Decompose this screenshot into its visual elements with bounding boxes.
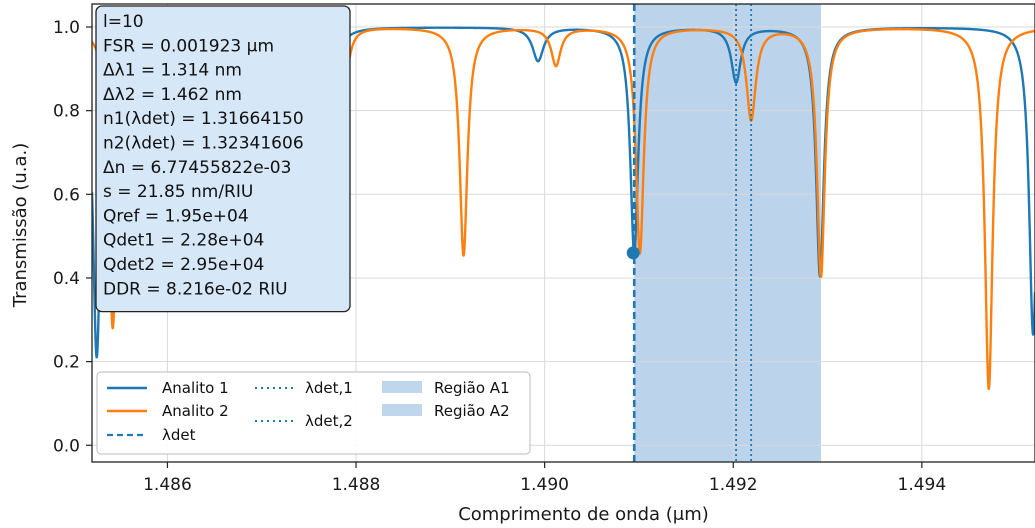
legend-label: λdet,1 <box>305 379 353 397</box>
y-tick-label: 0.8 <box>53 102 80 122</box>
x-tick-label: 1.490 <box>520 475 569 495</box>
info-line: DDR = 8.216e-02 RIU <box>103 279 288 299</box>
legend-swatch-regiao-a1 <box>382 381 422 393</box>
regions-layer <box>634 4 821 462</box>
region-2-band <box>634 4 821 462</box>
info-line: s = 21.85 nm/RIU <box>103 182 253 202</box>
info-line: Qref = 1.95e+04 <box>103 206 249 226</box>
info-line: Δn = 6.77455822e-03 <box>103 158 291 178</box>
legend-label: λdet,2 <box>305 412 353 430</box>
info-line: Δλ2 = 1.462 nm <box>103 85 242 105</box>
info-box-background <box>95 5 351 313</box>
info-line: n1(λdet) = 1.31664150 <box>103 109 304 129</box>
y-tick-label: 0.2 <box>53 353 80 373</box>
y-tick-label: 1.0 <box>53 18 80 38</box>
info-line: n2(λdet) = 1.32341606 <box>103 134 304 154</box>
lambda-det-point <box>626 246 640 260</box>
info-line: Qdet2 = 2.95e+04 <box>103 255 264 275</box>
x-tick-label: 1.488 <box>332 475 381 495</box>
legend-label: Região A2 <box>434 402 510 420</box>
ticks-layer: 1.486 1.488 1.490 1.492 1.494 0.0 0.2 0.4 0.6 0.8… <box>53 18 946 495</box>
info-line: Δλ1 = 1.314 nm <box>103 61 242 81</box>
legend-label: Região A1 <box>434 379 510 397</box>
y-tick-label: 0.0 <box>53 436 80 456</box>
legend-swatch-regiao-a2 <box>382 404 422 416</box>
x-axis-label: Comprimento de onda (μm) <box>458 504 709 525</box>
y-tick-label: 0.6 <box>53 185 80 205</box>
legend-label: Analito 2 <box>162 402 229 420</box>
y-tick-label: 0.4 <box>53 269 80 289</box>
info-line: FSR = 0.001923 μm <box>103 36 274 56</box>
x-tick-label: 1.492 <box>709 475 758 495</box>
y-axis-label: Transmissão (u.a.) <box>10 143 31 309</box>
markers-layer <box>626 4 753 462</box>
x-tick-label: 1.486 <box>143 475 192 495</box>
legend: Analito 1 Analito 2 λdet λdet,1 λdet,2 Região… <box>96 371 531 455</box>
info-line: l=10 <box>103 12 144 32</box>
info-line: Qdet1 = 2.28e+04 <box>103 231 264 251</box>
legend-label: λdet <box>162 426 196 444</box>
info-box: l=10 FSR = 0.001923 μm Δλ1 = 1.314 nm Δλ2 =… <box>95 5 351 313</box>
x-tick-label: 1.494 <box>898 475 947 495</box>
legend-label: Analito 1 <box>162 379 229 397</box>
plot-frame <box>91 3 1035 463</box>
